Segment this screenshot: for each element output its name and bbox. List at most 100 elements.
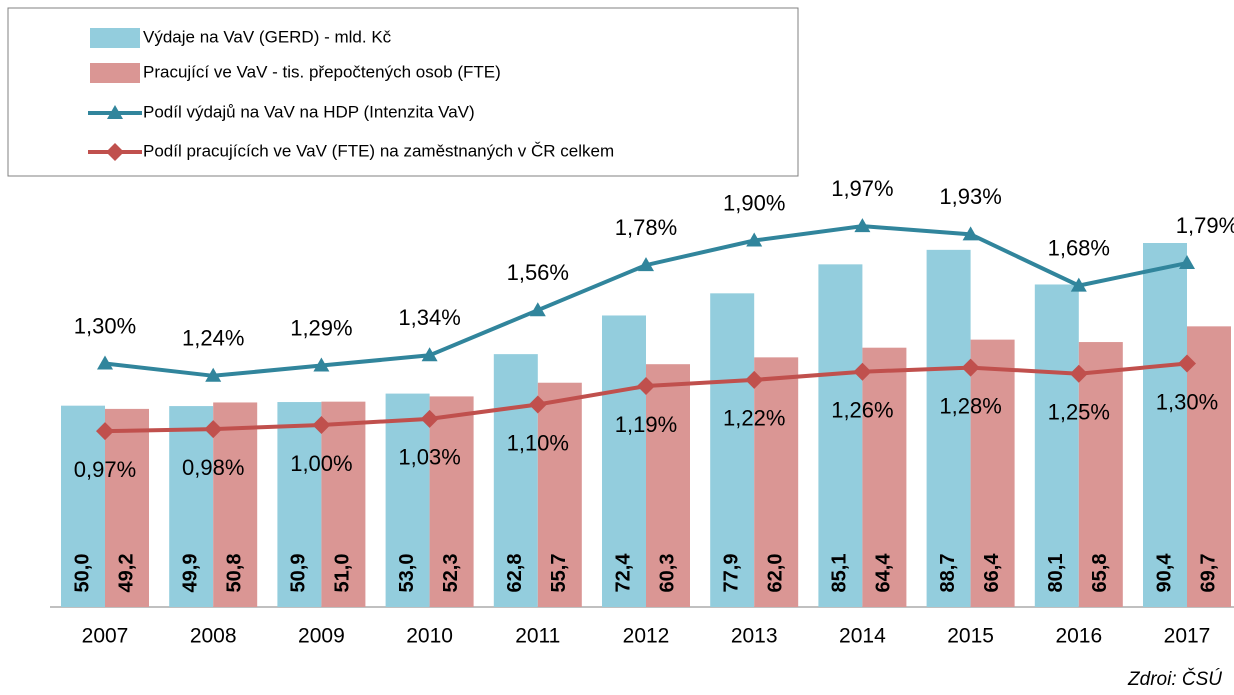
line-value-label: 1,10% (507, 430, 569, 455)
line-value-label: 0,97% (74, 457, 136, 482)
bar-value-label: 90,4 (1153, 553, 1175, 593)
bar (602, 315, 646, 607)
x-tick-label: 2016 (1055, 625, 1102, 648)
line-marker (854, 218, 871, 233)
bar (537, 382, 582, 607)
bar (213, 402, 258, 607)
bar-value-label: 49,9 (179, 554, 201, 593)
line-value-label: 1,30% (74, 313, 136, 338)
line-value-label: 1,90% (723, 190, 785, 215)
legend-label: Pracující ve VaV - tis. přepočtených oso… (143, 62, 501, 81)
x-tick-label: 2011 (515, 625, 560, 648)
line-value-label: 1,93% (939, 184, 1001, 209)
bar (1034, 284, 1079, 607)
bar (321, 401, 366, 607)
bar (1078, 342, 1123, 607)
line-marker (204, 420, 223, 439)
bar (493, 354, 538, 607)
line-marker (1069, 364, 1088, 383)
line-value-label: 1,56% (507, 260, 569, 285)
x-tick-label: 2017 (1164, 625, 1211, 648)
bar-value-label: 60,3 (656, 554, 678, 593)
bar (277, 402, 322, 607)
bar (970, 339, 1015, 607)
bar (1143, 243, 1187, 607)
x-tick-label: 2007 (82, 625, 129, 648)
line-marker (312, 416, 331, 434)
line-marker (421, 347, 438, 362)
line-value-label: 1,78% (615, 215, 677, 240)
line-value-label: 1,19% (615, 412, 677, 437)
line-marker (205, 367, 222, 382)
line-value-label: 1,34% (398, 305, 460, 330)
bar (385, 393, 430, 607)
bar-value-label: 50,9 (288, 554, 310, 593)
bar (818, 264, 863, 607)
bar-value-label: 72,4 (612, 553, 634, 593)
bar (169, 406, 214, 607)
bar (754, 357, 799, 607)
line-marker (853, 362, 872, 381)
x-tick-label: 2014 (839, 625, 886, 648)
x-tick-label: 2009 (298, 625, 345, 648)
line-value-label: 1,79% (1176, 213, 1234, 238)
bar (646, 364, 690, 607)
bar-value-label: 53,0 (396, 554, 418, 593)
x-tick-label: 2015 (947, 625, 994, 648)
x-tick-label: 2013 (731, 625, 778, 648)
line-value-label: 1,00% (290, 451, 352, 476)
bar (1187, 326, 1231, 607)
bar-value-label: 85,1 (829, 554, 851, 593)
line-marker (962, 226, 979, 241)
legend-label: Podíl pracujících ve VaV (FTE) na zaměst… (143, 141, 614, 160)
bar-value-label: 52,3 (440, 554, 462, 593)
line-marker (1070, 277, 1087, 292)
bar (926, 249, 971, 607)
line-value-label: 1,24% (182, 326, 244, 351)
bar-value-label: 62,0 (764, 554, 786, 593)
bar-value-label: 65,8 (1089, 554, 1111, 593)
line-marker (961, 358, 980, 377)
line-marker (1178, 354, 1196, 373)
bar-value-label: 55,7 (548, 554, 570, 593)
bar-value-label: 49,2 (115, 554, 137, 593)
bar-value-label: 51,0 (332, 554, 354, 593)
bar-value-label: 80,1 (1045, 554, 1067, 593)
line-marker (528, 395, 547, 414)
line-marker (745, 370, 764, 389)
line-value-label: 1,22% (723, 406, 785, 431)
legend-swatch (90, 28, 140, 48)
bar (61, 405, 105, 607)
legend-label: Výdaje na VaV (GERD) - mld. Kč (143, 27, 392, 46)
line-value-label: 1,30% (1156, 389, 1218, 414)
line-value-label: 1,03% (398, 445, 460, 470)
x-tick-label: 2012 (623, 625, 670, 648)
legend-label: Podíl výdajů na VaV na HDP (Intenzita Va… (143, 102, 475, 121)
bar-value-label: 69,7 (1197, 554, 1219, 593)
bar-value-label: 88,7 (937, 554, 959, 593)
line-marker (106, 143, 124, 161)
line-marker (107, 105, 123, 119)
line-marker (1179, 255, 1195, 270)
line-value-label: 1,25% (1048, 400, 1110, 425)
x-tick-label: 2008 (190, 625, 237, 648)
line-value-label: 1,28% (939, 393, 1001, 418)
bar-value-label: 50,8 (223, 554, 245, 593)
line-marker (637, 377, 655, 396)
line-marker (96, 422, 114, 441)
bar (710, 293, 755, 607)
bar (105, 408, 149, 607)
bar-value-label: 64,4 (873, 553, 895, 593)
legend-swatch (90, 63, 140, 83)
line-marker (746, 232, 763, 247)
bar (862, 347, 907, 607)
bar-value-label: 77,9 (720, 554, 742, 593)
line-value-label: 0,98% (182, 455, 244, 480)
x-tick-label: 2010 (406, 625, 453, 648)
source: Zdroi: ČSÚ (1127, 668, 1222, 690)
bar-value-label: 62,8 (504, 554, 526, 593)
line-value-label: 1,97% (831, 176, 893, 201)
line-marker (97, 355, 113, 370)
